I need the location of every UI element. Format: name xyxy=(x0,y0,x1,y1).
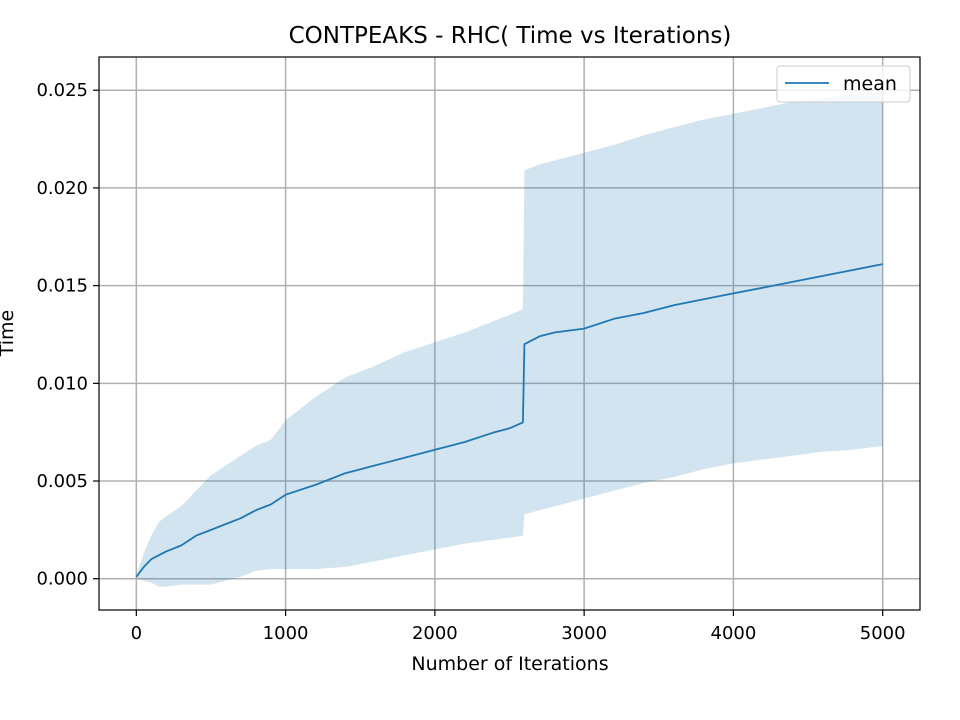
x-axis-label: Number of Iterations xyxy=(411,653,608,675)
y-tick-label: 0.000 xyxy=(36,569,88,590)
band-layer xyxy=(136,92,883,587)
line-layer xyxy=(135,263,883,578)
x-tick-label: 3000 xyxy=(561,623,607,644)
x-axis-ticks: 0 1000 2000 3000 4000 5000 xyxy=(131,610,906,644)
x-tick-label: 0 xyxy=(131,623,142,644)
y-axis-label: Time xyxy=(0,310,18,358)
y-tick-label: 0.015 xyxy=(36,276,88,297)
y-tick-label: 0.020 xyxy=(36,178,88,199)
x-tick-label: 2000 xyxy=(412,623,458,644)
y-tick-label: 0.005 xyxy=(36,471,88,492)
y-tick-label: 0.010 xyxy=(36,373,88,394)
y-tick-label: 0.025 xyxy=(36,80,88,101)
legend: mean xyxy=(776,65,911,103)
chart-title: CONTPEAKS - RHC( Time vs Iterations) xyxy=(289,23,732,49)
grid xyxy=(99,57,920,610)
y-axis-ticks: 0.000 0.005 0.010 0.015 0.020 0.025 xyxy=(36,80,99,590)
legend-box xyxy=(776,65,911,103)
series-line-mean xyxy=(135,263,883,578)
plot-frame xyxy=(98,56,921,611)
x-tick-label: 5000 xyxy=(860,623,906,644)
x-tick-label: 4000 xyxy=(711,623,757,644)
std-band-area xyxy=(136,92,883,587)
x-tick-label: 1000 xyxy=(263,623,309,644)
legend-label-mean: mean xyxy=(843,73,897,95)
